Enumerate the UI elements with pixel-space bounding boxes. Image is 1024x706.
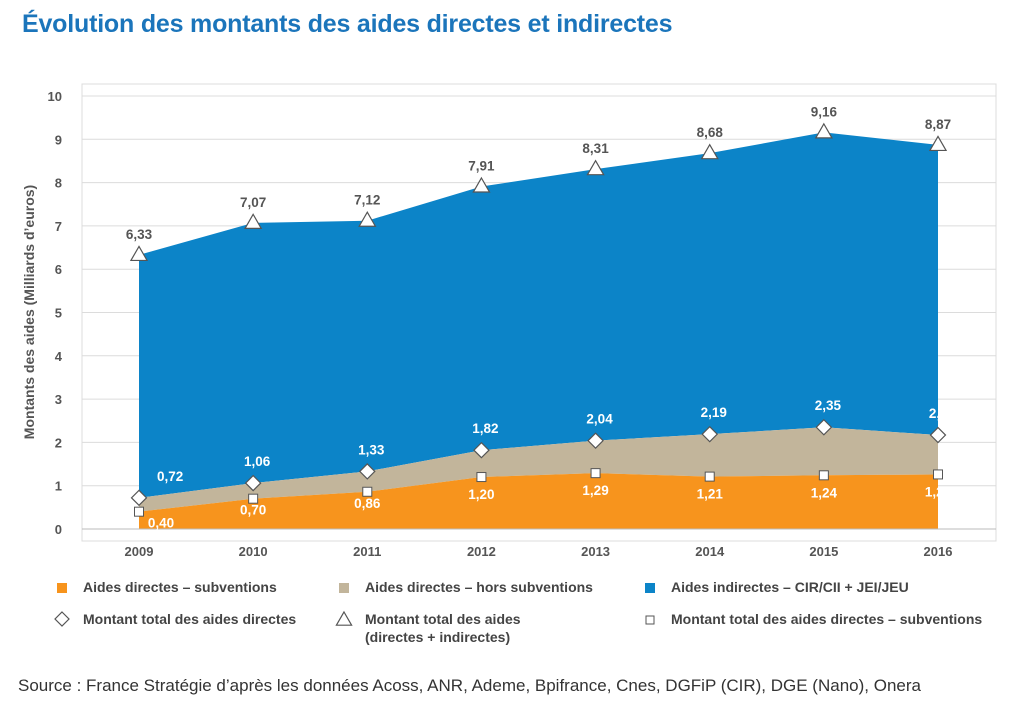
x-tick-label: 2016 [924,544,953,559]
x-tick-label: 2011 [353,544,381,559]
legend-swatch [57,583,67,593]
y-tick-label: 4 [55,349,63,364]
area-aides-indirectes [139,132,938,498]
legend-label-line2: (directes + indirectes) [365,629,510,645]
marker-subventions-square [134,506,144,517]
x-tick-label: 2009 [125,544,154,559]
x-tick-label: 2010 [239,544,268,559]
legend-label: Aides directes – hors subventions [365,579,593,595]
marker-directes-diamond [473,441,490,459]
data-label-directes: 1,33 [358,442,385,457]
y-tick-label: 7 [55,219,62,234]
marker-total-triangle [700,143,719,160]
legend-label: Montant total des aides [365,611,521,627]
legend-swatch [339,583,349,593]
chart-title: Évolution des montants des aides directe… [22,10,673,38]
y-tick-label: 5 [55,306,62,321]
axes: 0 1 2 3 4 5 6 7 8 9 10 2009 2010 2011 2012 2013 2014 2015… [48,89,996,559]
x-tick-label: 2015 [809,544,838,559]
markers [129,122,948,517]
marker-directes-diamond [587,432,604,450]
marker-total-triangle [358,211,377,227]
source-note: Source : France Stratégie d’après les do… [18,676,921,695]
data-label-subventions: 1,29 [582,483,608,498]
data-label-total: 9,16 [811,104,838,119]
legend: Aides directes – subventions Aides direct… [54,579,982,645]
data-label-directes: 1,06 [244,454,271,469]
legend-swatch [645,583,655,593]
data-label-subventions: 0,40 [148,516,174,531]
legend-label: Aides directes – subventions [83,579,277,595]
legend-label: Aides indirectes – CIR/CII + JEI/JEU [671,579,909,595]
legend-label: Montant total des aides directes – subve… [671,611,982,627]
y-tick-label: 6 [55,262,62,277]
marker-total-triangle [814,122,833,139]
marker-subventions-square [933,469,943,480]
y-tick-label: 3 [55,392,62,407]
marker-subventions-square [476,472,487,483]
marker-subventions-square [590,468,601,479]
marker-total-triangle [472,176,491,193]
data-label-total: 8,68 [697,125,724,140]
marker-directes-diamond [130,489,148,507]
x-tick-label: 2013 [581,544,610,559]
data-label-directes: 2,35 [815,398,842,413]
data-label-directes: 1,82 [472,421,498,436]
data-label-total: 7,12 [354,193,380,208]
data-label-total: 7,91 [468,158,495,173]
areas [139,132,938,529]
y-axis-label: Montants des aides (Milliards d’euros) [21,185,37,439]
marker-directes-diamond [244,474,262,492]
data-label-directes: 2,04 [586,412,613,427]
data-label-directes: 0,72 [157,469,183,484]
data-label-subventions: 1,26 [925,484,952,499]
data-label-directes: 2,17 [929,406,955,421]
marker-total-triangle [244,213,263,229]
marker-directes-diamond [929,426,947,444]
data-label-subventions: 1,21 [697,487,724,502]
legend-label: Montant total des aides directes [83,611,296,627]
marker-subventions-square [818,470,829,481]
marker-directes-diamond [701,425,719,443]
marker-subventions-square [248,493,259,504]
legend-triangle-marker [335,610,353,626]
data-label-subventions: 0,86 [354,496,381,511]
marker-subventions-square [704,471,715,482]
x-tick-label: 2014 [695,544,725,559]
x-tick-label: 2012 [467,544,496,559]
data-labels: 6,33 0,72 0,40 7,07 1,06 0,70 7,12 1,33 0,86 7,91… [126,104,955,530]
data-label-subventions: 1,20 [468,487,494,502]
marker-total-triangle [928,135,948,152]
data-label-total: 6,33 [126,227,153,242]
marker-total-triangle [129,245,149,262]
marker-total-triangle [586,159,605,176]
data-label-subventions: 0,70 [240,503,266,518]
chart: 0 1 2 3 4 5 6 7 8 9 10 2009 2010 2011 2012 2013 2014 2015… [21,83,997,645]
marker-subventions-square [362,486,373,497]
y-tick-label: 2 [55,435,62,450]
y-tick-label: 9 [55,132,62,147]
y-tick-label: 1 [55,479,62,494]
data-label-directes: 2,19 [701,405,727,420]
area-aides-directes-hors-subventions [139,427,938,512]
data-label-subventions: 1,24 [811,485,838,500]
data-label-total: 7,07 [240,195,266,210]
marker-directes-diamond [815,418,833,436]
legend-square-marker [645,615,655,625]
legend-diamond-marker [54,611,70,627]
marker-directes-diamond [358,463,376,480]
y-tick-label: 8 [55,176,62,191]
data-label-total: 8,87 [925,117,951,132]
y-tick-label: 0 [55,522,62,537]
data-label-total: 8,31 [582,141,609,156]
area-aides-directes-subventions [139,473,938,529]
y-tick-label: 10 [48,89,62,104]
